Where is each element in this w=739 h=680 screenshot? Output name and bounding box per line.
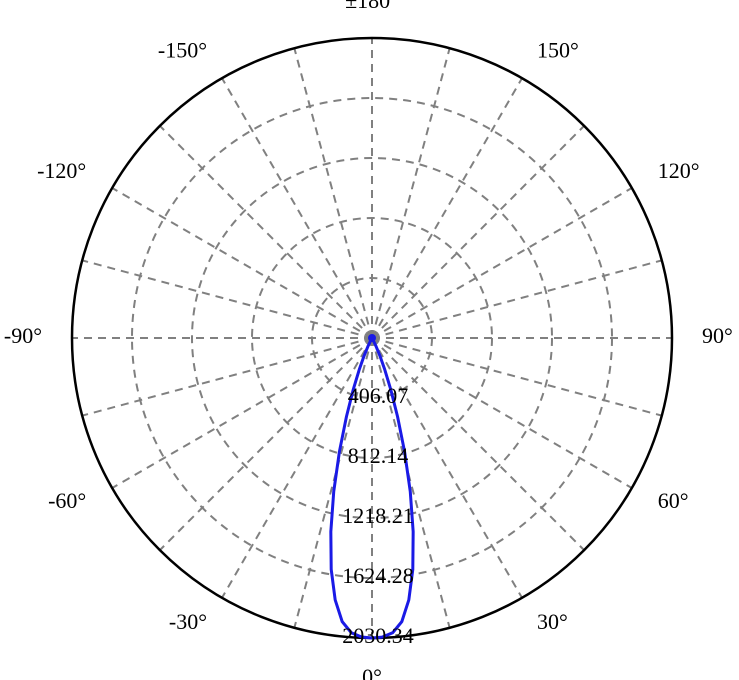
angle-label: -150° bbox=[158, 37, 207, 62]
series-origin-dot bbox=[368, 334, 376, 342]
polar-chart: 406.07 812.14 1218.21 1624.28 2030.34 0° 30° 60… bbox=[0, 0, 739, 680]
angle-label: -90° bbox=[4, 323, 42, 348]
angle-label: -30° bbox=[169, 609, 207, 634]
radial-label: 812.14 bbox=[348, 443, 409, 468]
angle-label: ±180° bbox=[345, 0, 399, 13]
angle-label: -60° bbox=[48, 488, 86, 513]
radial-label: 1624.28 bbox=[342, 563, 414, 588]
angle-label: 90° bbox=[702, 323, 733, 348]
angle-label: 120° bbox=[658, 158, 700, 183]
radial-label: 406.07 bbox=[348, 383, 409, 408]
angle-label: 30° bbox=[537, 609, 568, 634]
angle-label: 0° bbox=[362, 664, 382, 680]
radial-label: 2030.34 bbox=[342, 623, 414, 648]
angle-label: 60° bbox=[658, 488, 689, 513]
angle-label: -120° bbox=[37, 158, 86, 183]
radial-label: 1218.21 bbox=[342, 503, 414, 528]
angle-label: 150° bbox=[537, 37, 579, 62]
